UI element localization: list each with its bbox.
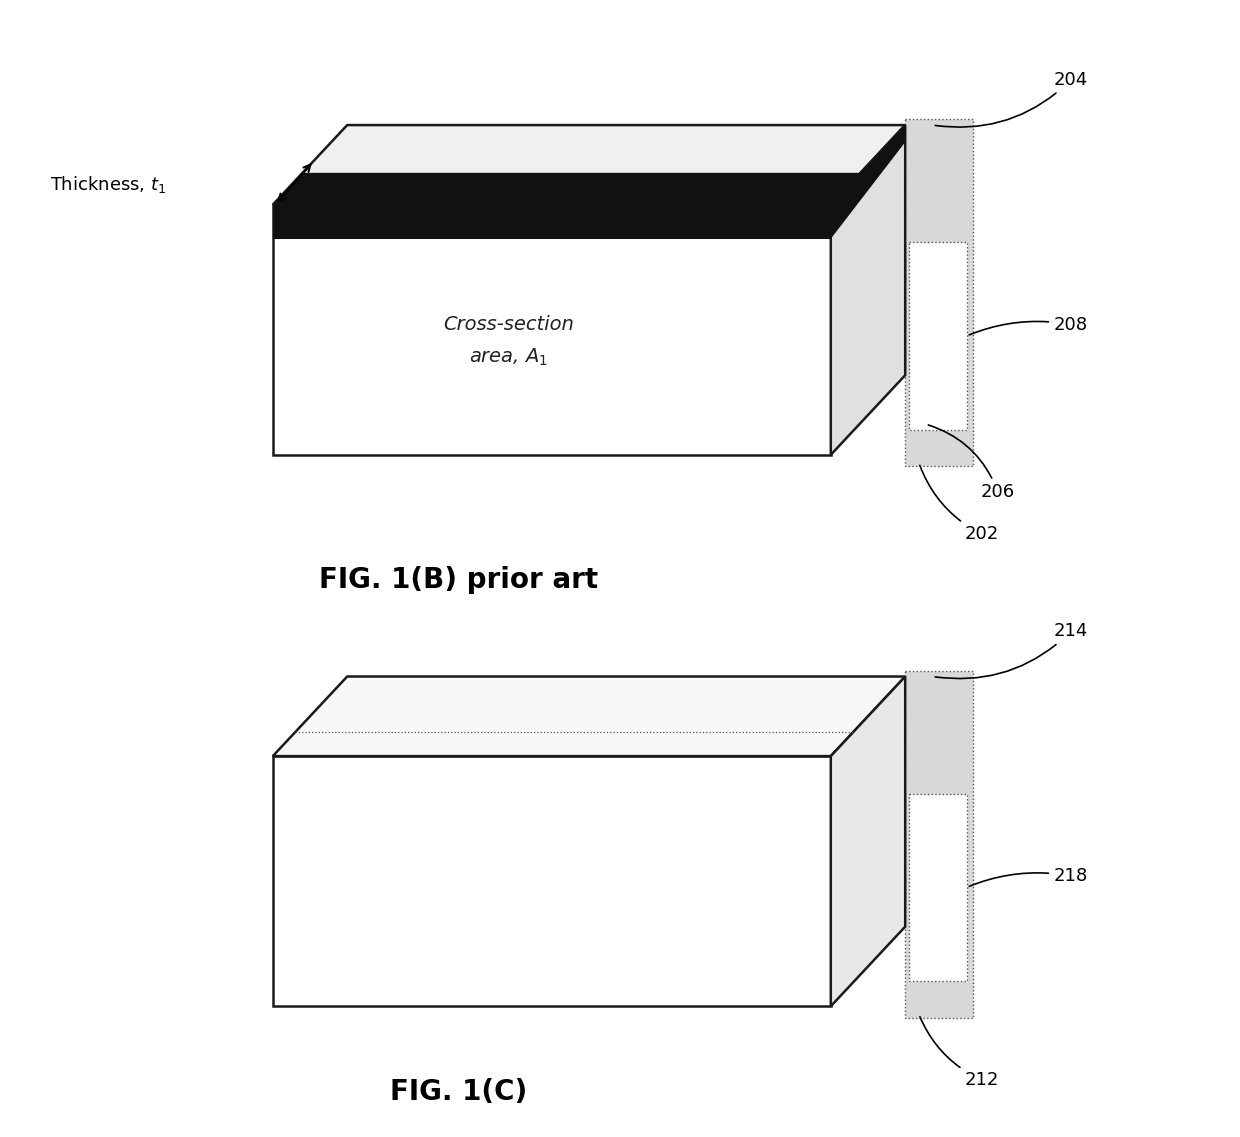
Polygon shape <box>273 205 831 239</box>
Text: 212: 212 <box>920 1016 999 1089</box>
Polygon shape <box>831 125 905 239</box>
Text: Cross-section
area, $A_1$: Cross-section area, $A_1$ <box>443 315 574 367</box>
Polygon shape <box>905 119 973 466</box>
Text: 208: 208 <box>970 316 1089 335</box>
Polygon shape <box>273 756 831 1006</box>
Text: Thickness, $t_1$: Thickness, $t_1$ <box>50 174 166 194</box>
Polygon shape <box>909 794 967 981</box>
Polygon shape <box>831 677 905 1006</box>
Polygon shape <box>909 242 967 430</box>
Polygon shape <box>273 205 831 455</box>
Text: FIG. 1(C): FIG. 1(C) <box>391 1078 527 1105</box>
Text: 206: 206 <box>929 425 1016 501</box>
Text: 204: 204 <box>935 70 1089 127</box>
Text: 214: 214 <box>935 622 1089 679</box>
Text: FIG. 1(B) prior art: FIG. 1(B) prior art <box>319 566 599 594</box>
Polygon shape <box>273 125 905 205</box>
Text: 218: 218 <box>970 868 1089 887</box>
Polygon shape <box>831 125 905 455</box>
Polygon shape <box>905 671 973 1018</box>
Text: 202: 202 <box>920 465 999 543</box>
Polygon shape <box>273 173 861 205</box>
Polygon shape <box>273 677 905 756</box>
